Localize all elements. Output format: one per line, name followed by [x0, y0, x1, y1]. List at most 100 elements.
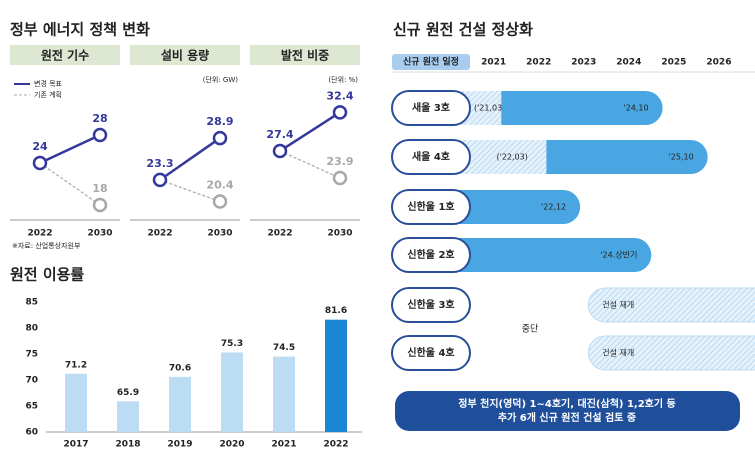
- legend-label: 변경 목표: [34, 79, 63, 88]
- value-label: 23.9: [326, 155, 353, 168]
- x-tick-label: 2017: [63, 440, 88, 450]
- y-tick-label: 80: [25, 324, 38, 334]
- start-label: ('22,03): [497, 153, 528, 162]
- value-label: 65.9: [117, 388, 139, 398]
- section-title: 정부 에너지 정책 변화: [10, 21, 150, 39]
- end-label: '25,10: [669, 153, 694, 162]
- construction-bar: [450, 238, 652, 272]
- point: [92, 197, 108, 213]
- value-label: 32.4: [326, 89, 353, 102]
- series-line: [159, 137, 221, 181]
- x-tick-label: 2030: [207, 229, 232, 239]
- y-tick-label: 65: [25, 402, 38, 412]
- plant-name: 새울 4호: [412, 150, 450, 163]
- start-label: 건설 재개: [602, 348, 634, 358]
- x-tick-label: 2030: [87, 229, 112, 239]
- bar: [221, 352, 243, 432]
- plant-name-pill: [391, 90, 471, 126]
- bar: [273, 356, 295, 432]
- y-tick-label: 75: [25, 350, 38, 360]
- chart-title: 발전 비중: [281, 48, 329, 63]
- plant-name-pill: [391, 287, 471, 323]
- point: [332, 105, 348, 120]
- point: [212, 130, 228, 146]
- series-line: [279, 111, 341, 153]
- x-tick-label: 2022: [526, 58, 551, 68]
- chart-title: 원전 기수: [41, 48, 89, 63]
- construction-bar: [450, 190, 581, 224]
- end-label: '24,10: [624, 104, 649, 113]
- legend-label: 기존 계획: [34, 90, 62, 99]
- x-tick-label: 2022: [27, 229, 52, 239]
- plant-name: 신한울 3호: [407, 298, 454, 311]
- point: [332, 170, 348, 186]
- resume-bar: [587, 335, 755, 371]
- value-label: 20.4: [206, 179, 233, 192]
- bar: [117, 401, 139, 432]
- x-tick-label: 2019: [167, 440, 192, 450]
- point: [212, 194, 228, 209]
- construction-bar: [546, 140, 708, 174]
- value-label: 70.6: [169, 363, 191, 373]
- chart-title: 원전 이용률: [10, 266, 84, 284]
- plant-name-pill: [391, 237, 471, 273]
- schedule-header-label: 신규 원전 일정: [403, 56, 459, 68]
- x-tick-label: 2023: [571, 58, 596, 68]
- footnote: 추가 6개 신규 원전 건설 검토 중: [498, 411, 636, 424]
- series-line: [279, 150, 341, 179]
- point: [272, 143, 288, 159]
- bar: [325, 319, 347, 432]
- end-label: '22,12: [541, 203, 566, 212]
- series-line: [159, 179, 221, 203]
- unit-label: (단위: GW): [203, 75, 239, 84]
- unit-label: (단위: %): [328, 75, 358, 84]
- value-label: 18: [92, 182, 107, 195]
- value-label: 24: [32, 140, 48, 153]
- point: [92, 127, 108, 143]
- bar: [65, 373, 87, 432]
- value-label: 74.5: [273, 343, 295, 353]
- end-label: '24.상반기: [600, 250, 637, 260]
- resume-bar: [587, 287, 755, 323]
- start-label: 건설 재개: [602, 300, 634, 310]
- x-tick-label: 2022: [147, 229, 172, 239]
- value-label: 71.2: [65, 360, 87, 370]
- plant-name: 신한울 2호: [407, 248, 454, 261]
- construction-bar: [501, 91, 663, 125]
- x-tick-label: 2018: [115, 440, 140, 450]
- value-label: 75.3: [221, 339, 243, 349]
- chart-title: 설비 용량: [161, 48, 209, 63]
- chart-header: [130, 45, 240, 65]
- y-tick-label: 60: [25, 428, 38, 438]
- x-tick-label: 2030: [327, 229, 352, 239]
- plant-name-pill: [391, 139, 471, 175]
- x-tick-label: 2020: [219, 440, 244, 450]
- x-tick-label: 2021: [481, 58, 506, 68]
- point: [152, 172, 168, 188]
- x-tick-label: 2024: [616, 58, 641, 68]
- plant-name: 신한울 1호: [407, 200, 454, 213]
- source-note: ※자료: 산업통상자원부: [12, 241, 81, 250]
- chart-header: [250, 45, 360, 65]
- schedule-header: [392, 54, 470, 70]
- pause-label: 중단: [522, 324, 539, 335]
- value-label: 27.4: [266, 128, 293, 141]
- plant-name-pill: [391, 335, 471, 371]
- value-label: 28.9: [206, 115, 233, 128]
- x-tick-label: 2021: [271, 440, 296, 450]
- x-tick-label: 2025: [661, 58, 686, 68]
- x-tick-label: 2022: [267, 229, 292, 239]
- series-line: [39, 162, 101, 206]
- bar: [169, 376, 191, 432]
- plant-name: 신한울 4호: [407, 346, 454, 359]
- footnote: 정부 천지(영덕) 1~4호기, 대진(삼척) 1,2호기 등: [458, 397, 676, 410]
- value-label: 28: [92, 112, 107, 125]
- value-label: 23.3: [146, 157, 173, 170]
- y-tick-label: 70: [25, 376, 38, 386]
- x-tick-label: 2026: [706, 58, 731, 68]
- start-label: ('21,03): [474, 104, 505, 113]
- point: [32, 155, 48, 171]
- chart-header: [10, 45, 120, 65]
- footnote-box: [395, 391, 740, 431]
